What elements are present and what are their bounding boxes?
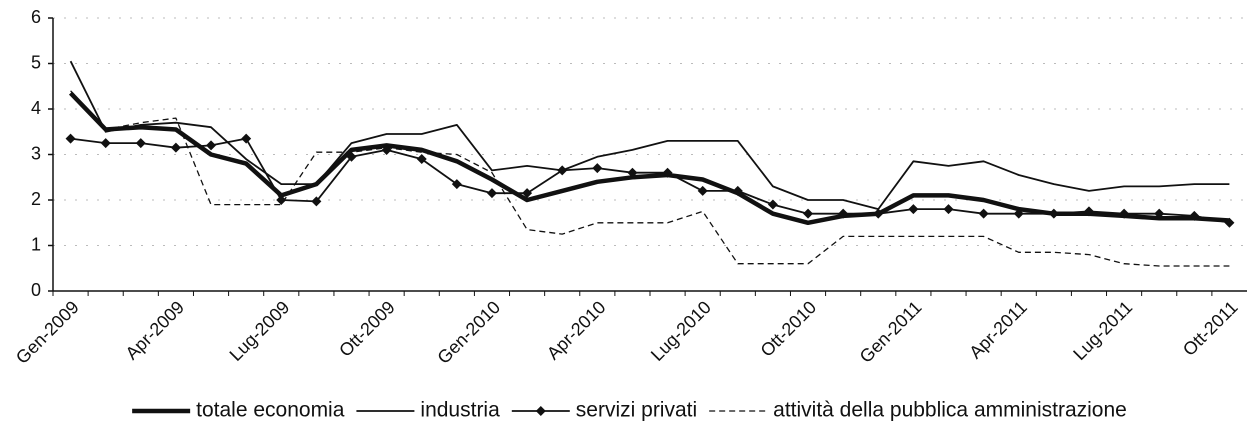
marker (838, 208, 849, 219)
marker (170, 142, 181, 153)
series-line (68, 91, 1230, 226)
y-tick-label: 2 (31, 189, 41, 209)
marker (1083, 206, 1094, 217)
marker (451, 179, 462, 190)
marker (311, 196, 322, 207)
legend-label: attività della pubblica amministrazione (773, 399, 1127, 422)
x-tick-label: Ott-2010 (757, 297, 821, 361)
marker (65, 133, 76, 144)
marker (100, 138, 111, 149)
marker (803, 208, 814, 219)
series-line (69, 60, 1230, 210)
marker (276, 195, 287, 205)
marker (767, 199, 778, 210)
legend-label: totale economia (196, 399, 345, 422)
marker (522, 188, 533, 199)
marker (135, 138, 146, 149)
marker (206, 140, 217, 151)
legend-marker (535, 406, 546, 416)
y-tick-label: 1 (31, 234, 41, 254)
series-line (70, 90, 1230, 267)
marker (732, 185, 743, 196)
x-tick-label: Gen-2010 (433, 297, 504, 368)
marker (592, 163, 603, 174)
marker (1189, 210, 1200, 221)
y-tick-label: 3 (31, 143, 41, 163)
legend-label: servizi privati (576, 399, 697, 422)
marker (346, 151, 357, 162)
marker (1048, 208, 1059, 219)
marker (697, 185, 708, 196)
y-tick-label: 6 (31, 7, 41, 27)
x-tick-label: Ott-2009 (335, 297, 399, 361)
marker (873, 208, 884, 219)
marker (1154, 208, 1165, 219)
marker (416, 154, 427, 165)
x-tick-label: Apr-2009 (122, 297, 189, 364)
x-tick-label: Apr-2010 (543, 297, 610, 364)
x-tick-label: Gen-2009 (12, 297, 83, 368)
marker (662, 167, 673, 178)
marker (1013, 208, 1024, 219)
marker (1224, 217, 1235, 228)
marker (627, 167, 638, 178)
marker (486, 188, 497, 199)
y-tick-label: 4 (31, 98, 41, 118)
x-tick-label: Lug-2011 (1069, 297, 1136, 364)
x-tick-label: Apr-2011 (965, 297, 1031, 363)
y-tick-label: 0 (31, 280, 41, 300)
legend-label: industria (420, 399, 500, 422)
x-tick-label: Gen-2011 (856, 297, 926, 367)
x-tick-label: Lug-2009 (226, 297, 294, 365)
marker (978, 208, 989, 219)
x-tick-label: Lug-2010 (647, 297, 715, 365)
marker (943, 204, 954, 215)
y-tick-label: 5 (31, 52, 41, 72)
series-line (70, 137, 1230, 224)
x-tick-label: Ott-2011 (1179, 297, 1242, 360)
marker (1119, 208, 1130, 219)
marker (557, 165, 568, 176)
marker (908, 204, 919, 215)
marker (241, 133, 252, 144)
